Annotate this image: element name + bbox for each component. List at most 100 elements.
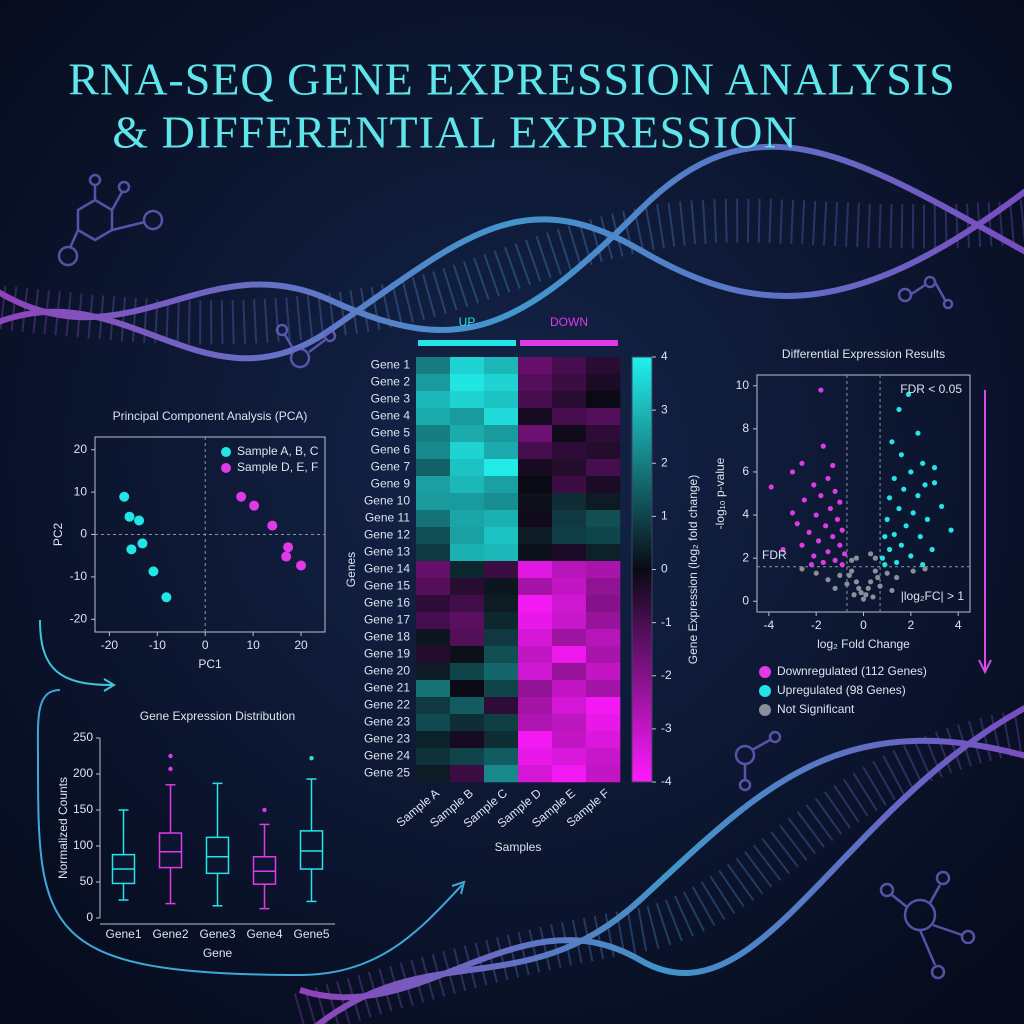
point: [882, 533, 888, 540]
point: [898, 452, 904, 458]
heatmap-cell: [552, 442, 587, 460]
heatmap-cell: [586, 578, 621, 596]
y-tick-label: 250: [73, 730, 93, 744]
point: [870, 594, 876, 600]
point: [820, 443, 826, 449]
legend-marker: [221, 447, 231, 457]
heatmap-cell: [416, 697, 451, 715]
heatmap-cell: [450, 561, 485, 579]
heatmap-cell: [586, 374, 621, 392]
point: [849, 557, 855, 563]
y-tick-label: 50: [80, 874, 94, 888]
y-tick-label: 10: [736, 378, 750, 392]
point: [806, 529, 812, 535]
point: [903, 523, 909, 529]
point: [920, 562, 926, 568]
heatmap-cell: [416, 680, 451, 698]
heatmap-cell: [518, 459, 553, 477]
point: [813, 570, 819, 576]
legend-label: Not Significant: [777, 702, 855, 716]
heatmap-cell: [416, 425, 451, 443]
colorbar-tick-label: 2: [661, 455, 668, 469]
point: [931, 480, 938, 486]
heatmap-cell: [450, 595, 485, 613]
heatmap-cell: [552, 765, 587, 783]
y-tick-label: 4: [742, 507, 749, 521]
annotation: FDR < 0.05: [900, 382, 962, 396]
heatmap-cell: [484, 612, 519, 630]
heatmap-cell: [586, 442, 621, 460]
heatmap-cell: [416, 374, 451, 392]
point: [924, 516, 931, 522]
box: [205, 836, 230, 875]
point: [799, 566, 805, 572]
point: [296, 560, 307, 571]
point: [908, 553, 914, 559]
point: [808, 562, 815, 568]
point: [863, 592, 869, 598]
point: [825, 549, 831, 555]
row-label: Gene 6: [371, 443, 411, 457]
row-label: Gene 21: [364, 681, 410, 695]
heatmap-cell: [552, 731, 587, 749]
point: [119, 491, 130, 502]
point: [820, 559, 826, 566]
point: [849, 568, 855, 574]
outlier: [168, 753, 173, 759]
heatmap-cell: [484, 646, 519, 664]
x-axis-label: log₂ Fold Change: [817, 637, 910, 651]
legend-marker: [759, 704, 771, 716]
heatmap-cell: [552, 374, 587, 392]
heatmap-cell: [416, 714, 451, 732]
legend-label: Upregulated (98 Genes): [777, 683, 906, 697]
heatmap-cell: [552, 646, 587, 664]
heatmap-cell: [416, 595, 451, 613]
point: [891, 531, 897, 538]
heatmap-cell: [552, 748, 587, 766]
chart-title: Differential Expression Results: [782, 347, 945, 361]
y-tick-label: 0: [742, 593, 749, 607]
heatmap-cell: [484, 510, 519, 528]
heatmap-cell: [552, 680, 587, 698]
flow-arrows: [36, 390, 992, 977]
x-tick-label: Gene5: [293, 927, 329, 941]
row-label: Gene 20: [364, 664, 410, 678]
heatmap-cell: [552, 510, 587, 528]
row-label: Gene 15: [364, 579, 410, 593]
point: [910, 510, 916, 516]
heatmap-cell: [450, 527, 485, 545]
heatmap-cell: [484, 493, 519, 511]
point: [832, 488, 838, 494]
point: [877, 583, 883, 589]
point: [868, 551, 874, 557]
point: [283, 542, 294, 553]
y-tick-label: 100: [73, 838, 93, 852]
heatmap-cell: [586, 629, 621, 647]
heatmap-cell: [518, 425, 553, 443]
x-tick-label: 20: [294, 638, 308, 652]
colorbar-tick-label: -1: [661, 615, 672, 629]
y-tick-label: 200: [73, 766, 93, 780]
heatmap-cell: [484, 578, 519, 596]
heatmap-cell: [552, 697, 587, 715]
heatmap-cell: [484, 697, 519, 715]
row-label: Gene 4: [371, 409, 411, 423]
heatmap-cell: [518, 765, 553, 783]
row-label: Gene 14: [364, 562, 410, 576]
heatmap-cell: [586, 612, 621, 630]
heatmap-cell: [518, 544, 553, 562]
point: [789, 469, 796, 475]
heatmap-cell: [450, 425, 485, 443]
y-tick-label: -20: [70, 611, 88, 625]
heatmap-cell: [518, 578, 553, 596]
y-tick-label: 150: [73, 802, 93, 816]
y-tick-label: 6: [742, 464, 749, 478]
row-label: Gene 22: [364, 698, 410, 712]
heatmap-cell: [586, 527, 621, 545]
point: [905, 391, 912, 397]
colorbar: [631, 356, 653, 783]
point: [236, 491, 247, 502]
heatmap-cell: [450, 357, 485, 375]
heatmap-cell: [484, 357, 519, 375]
point: [126, 544, 137, 555]
